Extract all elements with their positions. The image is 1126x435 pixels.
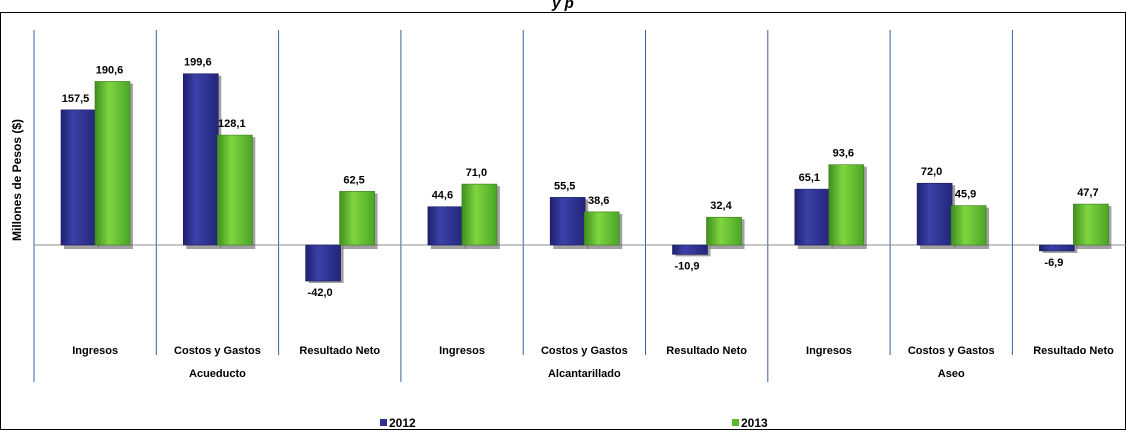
category-label-0: Ingresos	[72, 345, 118, 357]
bar-2013-2	[339, 191, 375, 246]
group-label-2: Aseo	[938, 368, 965, 380]
value-label-2013-5: 32,4	[710, 200, 732, 212]
value-label-2013-1: 128,1	[218, 118, 246, 130]
bar-2012-3	[427, 206, 464, 246]
category-label-5: Resultado Neto	[666, 345, 747, 357]
category-labels-layer: Ingresos Costos y Gastos Resultado Neto Ing…	[72, 345, 1114, 357]
bar-2012-8	[1039, 244, 1075, 252]
value-label-2012-5: -10,9	[674, 260, 699, 272]
bar-2013-5	[706, 216, 742, 246]
group-label-1: Alcantarillado	[548, 368, 621, 380]
bar-2013-3	[461, 183, 498, 246]
value-label-2012-6: 65,1	[799, 172, 820, 184]
bar-2012-4	[549, 197, 586, 246]
bar-2013-4	[583, 211, 620, 246]
bar-2013-7	[950, 205, 987, 246]
value-label-2012-8: -6,9	[1044, 257, 1063, 269]
bar-2012-5	[672, 244, 708, 255]
bar-2012-0	[60, 109, 97, 246]
bar-2013-0	[94, 81, 131, 246]
value-label-2013-2: 62,5	[343, 174, 364, 186]
legend-label-2013: 2013	[741, 416, 768, 430]
category-label-6: Ingresos	[806, 345, 852, 357]
category-label-8: Resultado Neto	[1033, 345, 1114, 357]
value-label-2013-8: 47,7	[1077, 187, 1098, 199]
legend-swatch-2012	[380, 419, 387, 426]
legend-swatch-2013	[732, 419, 739, 426]
value-label-2013-3: 71,0	[466, 167, 487, 179]
bars-layer	[60, 73, 1112, 284]
value-label-2012-0: 157,5	[62, 93, 90, 105]
bar-2012-2	[305, 244, 341, 282]
value-label-2013-6: 93,6	[833, 148, 854, 160]
bar-2013-6	[828, 164, 865, 246]
value-label-2012-1: 199,6	[184, 57, 212, 69]
category-label-7: Costos y Gastos	[908, 345, 995, 357]
category-label-3: Ingresos	[439, 345, 485, 357]
category-label-4: Costos y Gastos	[541, 345, 628, 357]
legend-label-2012: 2012	[389, 416, 416, 430]
category-dividers	[33, 30, 1013, 382]
group-label-0: Acueducto	[189, 368, 246, 380]
bar-2012-7	[916, 182, 953, 246]
value-label-2012-4: 55,5	[554, 180, 575, 192]
bar-2013-1	[217, 134, 253, 246]
category-label-2: Resultado Neto	[299, 345, 380, 357]
value-label-2012-7: 72,0	[921, 166, 942, 178]
category-label-1: Costos y Gastos	[174, 345, 261, 357]
value-label-2012-3: 44,6	[432, 190, 453, 202]
value-label-2013-0: 190,6	[96, 64, 124, 76]
bar-2012-1	[183, 73, 219, 246]
chart-title: y p	[551, 0, 574, 12]
value-labels-layer: 157,5 199,6 -42,0 44,6 55,5 -10,9 65,1 72,0 -6,9…	[62, 57, 1099, 299]
legend: 2012 2013	[380, 416, 768, 430]
y-axis-label: Millones de Pesos ($)	[10, 119, 24, 241]
value-label-2013-7: 45,9	[955, 189, 976, 201]
bar-2012-6	[794, 188, 831, 246]
bar-2013-8	[1073, 203, 1109, 246]
value-label-2012-2: -42,0	[308, 287, 333, 299]
group-labels-layer: Acueducto Alcantarillado Aseo	[189, 368, 965, 380]
value-label-2013-4: 38,6	[588, 195, 609, 207]
